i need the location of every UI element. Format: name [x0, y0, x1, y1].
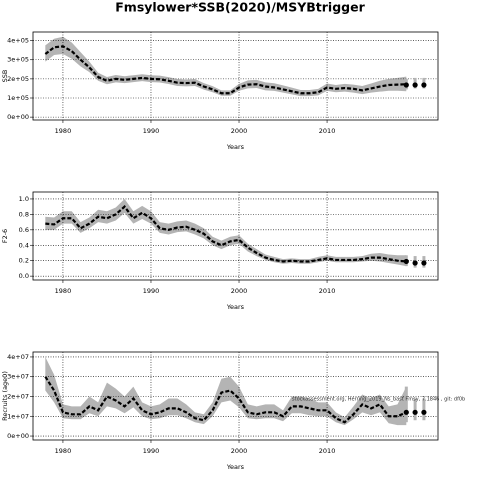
data-line	[44, 376, 407, 424]
y-tick-label: 0e+00	[7, 113, 29, 121]
y-tick-label: 1e+05	[7, 94, 29, 102]
projection-point	[412, 260, 418, 266]
y-tick-label: 2e+05	[7, 75, 29, 83]
x-tick-label: 1990	[143, 127, 160, 135]
projection-point	[421, 82, 427, 88]
y-axis-label: F2-6	[1, 229, 9, 243]
x-tick-label: 1990	[143, 447, 160, 455]
y-tick-label: 0.6	[19, 226, 29, 234]
x-tick-label: 1990	[143, 287, 160, 295]
y-tick-label: 1e+07	[7, 412, 29, 420]
x-axis-label: Years	[226, 303, 245, 311]
x-tick-label: 2000	[231, 127, 248, 135]
data-line	[44, 45, 407, 95]
x-tick-label: 2010	[319, 287, 336, 295]
projection-point	[412, 409, 418, 415]
x-tick-label: 2010	[319, 127, 336, 135]
y-tick-label: 0.2	[19, 257, 29, 265]
data-line	[45, 205, 407, 263]
projection-point	[403, 82, 409, 88]
x-tick-label: 2010	[319, 447, 336, 455]
y-tick-label: 3e+05	[7, 56, 29, 64]
confidence-band	[45, 198, 407, 267]
projection-point	[403, 258, 409, 265]
y-tick-label: 0.0	[19, 272, 29, 280]
chart-title: Fmsylower*SSB(2020)/MSYBtrigger	[115, 0, 365, 15]
projection-point	[403, 409, 409, 415]
confidence-band	[45, 36, 407, 97]
x-tick-label: 2000	[231, 447, 248, 455]
projection-point	[412, 82, 418, 88]
y-tick-label: 4e+07	[7, 353, 29, 361]
y-tick-label: 0.8	[19, 210, 29, 218]
y-axis-label: Recruits (age0)	[1, 371, 9, 421]
x-axis-label: Years	[226, 463, 245, 471]
y-tick-label: 0.4	[19, 241, 29, 249]
y-axis-label: SSB	[1, 70, 9, 83]
plot-frame	[32, 31, 439, 121]
y-tick-label: 0e+00	[7, 432, 29, 440]
plot-frame	[32, 191, 439, 281]
annotation: stockassessment.org, Herring_2019_Ns_bas…	[292, 397, 465, 403]
x-tick-label: 1980	[55, 287, 72, 295]
y-tick-label: 2e+07	[7, 392, 29, 400]
x-tick-label: 1980	[55, 447, 72, 455]
plot-frame	[32, 351, 439, 441]
projection-point	[421, 409, 427, 415]
y-tick-label: 1.0	[19, 195, 29, 203]
x-tick-label: 1980	[55, 127, 72, 135]
x-axis-label: Years	[226, 143, 245, 151]
y-tick-label: 4e+05	[7, 37, 29, 45]
projection-point	[421, 260, 427, 266]
y-tick-label: 3e+07	[7, 373, 29, 381]
x-tick-label: 2000	[231, 287, 248, 295]
